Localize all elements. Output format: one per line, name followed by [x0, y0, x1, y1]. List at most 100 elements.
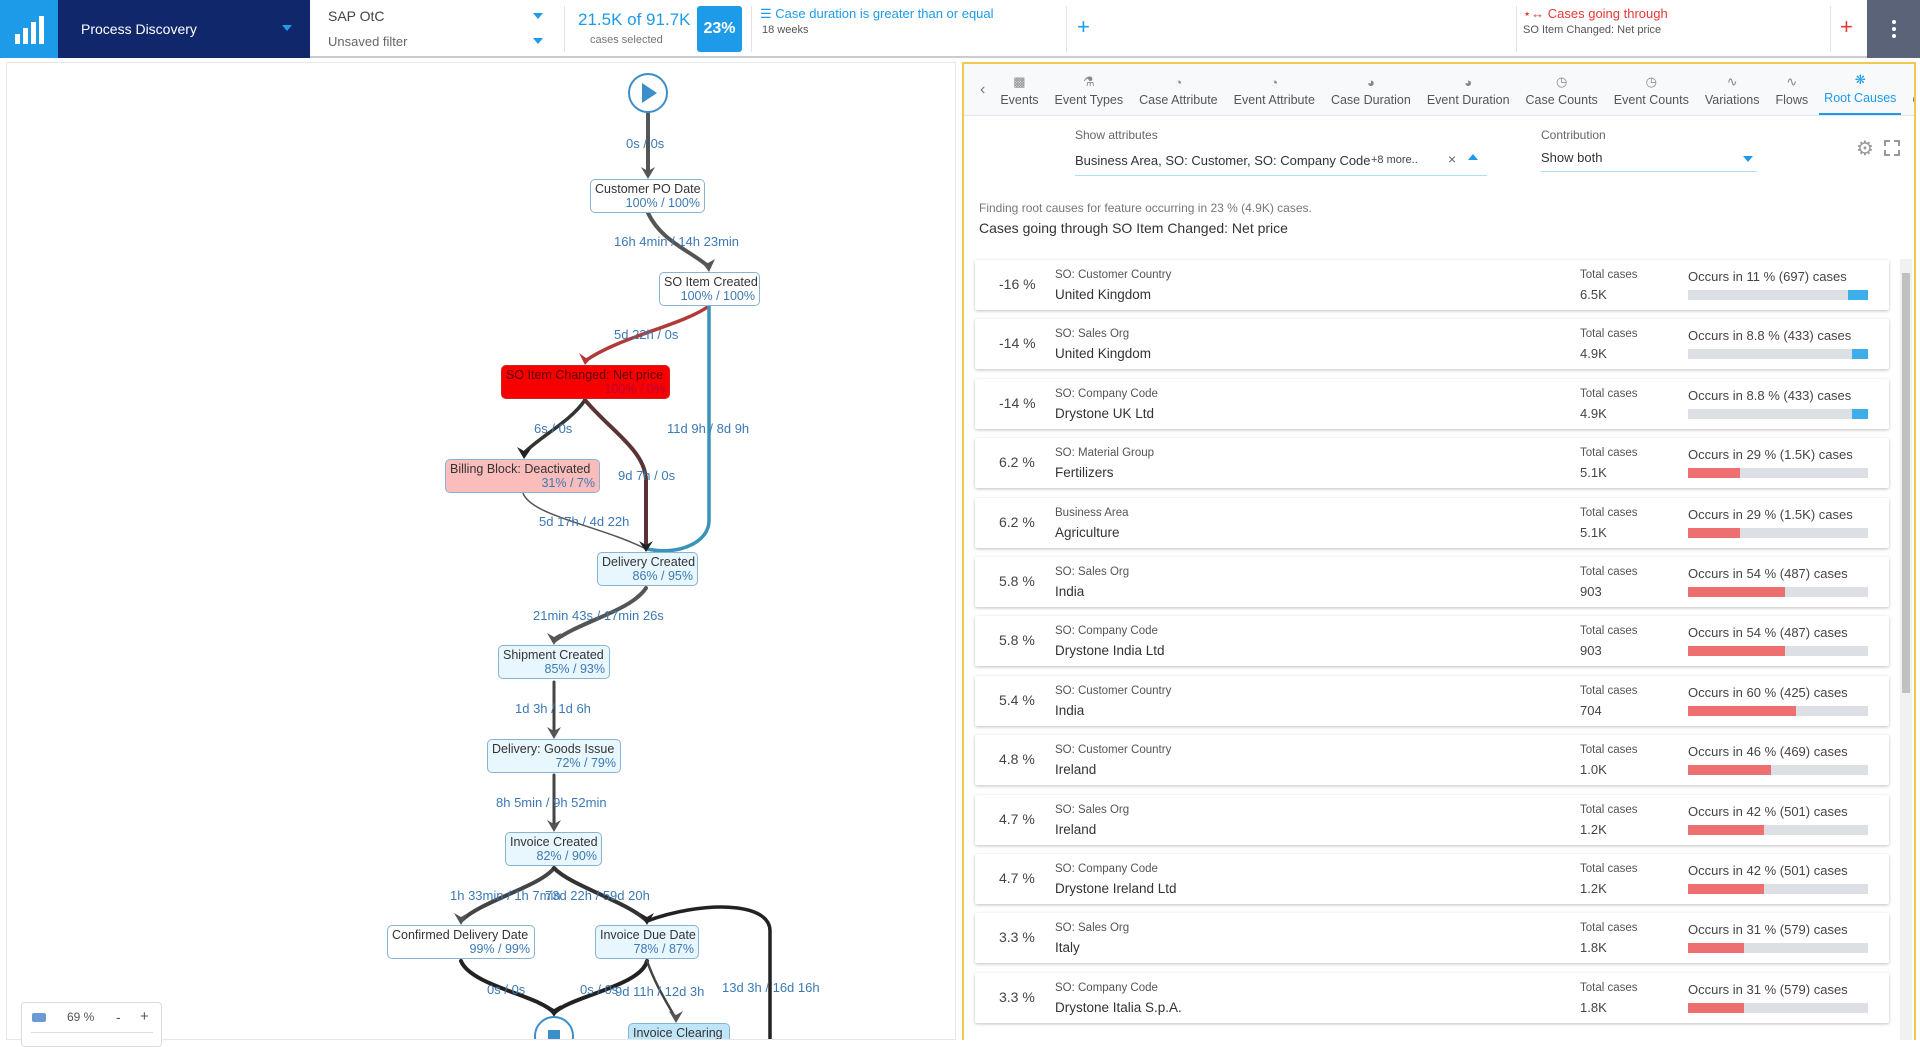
filter-selector[interactable]: Unsaved filter: [328, 34, 408, 49]
tab-event-types[interactable]: ⚗ Event Types: [1050, 64, 1129, 115]
occurrence-bar: [1688, 527, 1868, 538]
filter-chevron-icon[interactable]: [533, 38, 543, 44]
node-so-item-changed[interactable]: SO Item Changed: Net price 100% / 0%: [501, 365, 670, 399]
node-invoice-clearing[interactable]: Invoice Clearing: [628, 1023, 730, 1039]
root-cause-row[interactable]: 6.2 % SO: Material Group Fertilizers Tot…: [975, 438, 1889, 489]
filter-duration[interactable]: ☰ Case duration is greater than or equal: [760, 6, 994, 22]
edge-label: 5d 17h / 4d 22h: [539, 514, 629, 529]
attribute-value: United Kingdom: [1055, 287, 1152, 302]
fullscreen-icon[interactable]: [1884, 140, 1900, 156]
add-filter-red-button[interactable]: +: [1840, 14, 1853, 39]
contribution-percent: 5.8 %: [999, 632, 1035, 649]
node-confirmed-delivery-date[interactable]: Confirmed Delivery Date 99% / 99%: [387, 925, 535, 959]
tab-label: Clustering: [1912, 93, 1914, 107]
occurrence-bar: [1688, 349, 1868, 360]
node-so-item-created[interactable]: SO Item Created 100% / 100%: [659, 272, 760, 306]
attribute-value: Drystone India Ltd: [1055, 643, 1165, 659]
attribute-value: Italy: [1055, 940, 1080, 956]
occurrence-bar: [1688, 884, 1868, 894]
node-invoice-created[interactable]: Invoice Created 82% / 90%: [505, 832, 602, 866]
attributes-more[interactable]: +8 more..: [1371, 154, 1418, 166]
app-logo-icon[interactable]: [0, 0, 58, 58]
root-cause-row[interactable]: 3.3 % SO: Sales Org Italy Total cases 1.…: [975, 913, 1889, 964]
tab-variations[interactable]: ∿ Variations: [1700, 64, 1765, 115]
occurrence-bar-fill: [1848, 290, 1868, 300]
root-cause-row[interactable]: 4.7 % SO: Sales Org Ireland Total cases …: [975, 794, 1889, 845]
root-cause-row[interactable]: 5.4 % SO: Customer Country India Total c…: [975, 675, 1889, 726]
process-map-edges: 0s / 0s 16h 4min / 14h 23min 5d 22h / 0s…: [450, 73, 820, 1039]
root-cause-row[interactable]: -14 % SO: Company Code Drystone UK Ltd T…: [975, 378, 1889, 429]
root-cause-row[interactable]: 5.8 % SO: Sales Org India Total cases 90…: [975, 557, 1889, 607]
app-title: Process Discovery: [81, 21, 197, 37]
contribution-select[interactable]: Show both: [1541, 144, 1757, 172]
edge-label: 6s / 0s: [534, 421, 573, 436]
node-billing-block[interactable]: Billing Block: Deactivated 31% / 7%: [445, 459, 600, 493]
scrollbar-thumb[interactable]: [1902, 273, 1910, 693]
show-attributes-input[interactable]: Business Area, SO: Customer, SO: Company…: [1075, 146, 1487, 176]
clear-icon[interactable]: ×: [1448, 151, 1457, 167]
attribute-name: SO: Sales Org: [1055, 328, 1130, 341]
root-cause-row[interactable]: -14 % SO: Sales Org United Kingdom Total…: [975, 319, 1889, 370]
add-filter-button[interactable]: +: [1077, 14, 1090, 39]
occurrence-bar-fill: [1688, 468, 1741, 479]
gauge-icon: ◕: [1464, 75, 1473, 90]
root-cause-row[interactable]: 4.8 % SO: Customer Country Ireland Total…: [975, 735, 1889, 786]
edge-label: 9d 11h / 12d 3h: [615, 984, 704, 999]
chevron-left-icon[interactable]: ‹: [980, 80, 986, 98]
zoom-in-button[interactable]: +: [140, 1008, 149, 1025]
tab-case-attribute[interactable]: ◔ Case Attribute: [1134, 64, 1223, 115]
minimap-icon[interactable]: [32, 1013, 46, 1022]
edge-label: 11d 9h / 8d 9h: [667, 421, 749, 436]
node-delivery-created[interactable]: Delivery Created 86% / 95%: [597, 552, 698, 586]
total-cases-value: 5.1K: [1580, 524, 1607, 540]
total-cases-label: Total cases: [1580, 922, 1638, 935]
root-cause-row[interactable]: -16 % SO: Customer Country United Kingdo…: [975, 260, 1889, 310]
root-cause-row[interactable]: 5.8 % SO: Company Code Drystone India Lt…: [975, 616, 1889, 667]
tab-event-counts[interactable]: ◷ Event Counts: [1609, 64, 1694, 115]
top-bar: Process Discovery SAP OtC Unsaved filter…: [0, 0, 1920, 58]
dataset-selector[interactable]: SAP OtC: [328, 8, 385, 24]
tab-clustering[interactable]: ❋Clustering: [1907, 64, 1914, 115]
more-menu-icon[interactable]: [1867, 0, 1920, 58]
dataset-chevron-icon[interactable]: [533, 13, 543, 19]
arrowhead: [579, 353, 593, 365]
edge-label: 9d 7h / 0s: [618, 468, 676, 483]
total-cases-label: Total cases: [1580, 387, 1638, 400]
total-cases-value: 6.5K: [1580, 287, 1607, 302]
node-customer-po-date[interactable]: Customer PO Date 100% / 100%: [590, 179, 705, 213]
app-selector[interactable]: Process Discovery: [58, 0, 310, 58]
node-invoice-due-date[interactable]: Invoice Due Date 78% / 87%: [595, 925, 699, 959]
attribute-name: SO: Company Code: [1055, 863, 1158, 875]
tab-label: Event Duration: [1426, 93, 1510, 107]
tab-event-duration[interactable]: ◕ Event Duration: [1422, 64, 1515, 115]
process-map-canvas[interactable]: 0s / 0s 16h 4min / 14h 23min 5d 22h / 0s…: [6, 62, 956, 1040]
tab-case-counts[interactable]: ◷ Case Counts: [1521, 64, 1603, 115]
tab-flows[interactable]: ∿ Flows: [1771, 64, 1814, 115]
chevron-down-icon: [282, 25, 292, 31]
filter-cases-through[interactable]: ⋆↔ Cases going through: [1523, 6, 1668, 22]
attribute-value: Drystone Ireland Ltd: [1055, 881, 1177, 896]
occurs-text: Occurs in 54 % (487) cases: [1688, 625, 1848, 641]
tab-event-attribute[interactable]: ◔ Event Attribute: [1229, 64, 1320, 115]
root-cause-row[interactable]: 6.2 % Business Area Agriculture Total ca…: [975, 497, 1889, 548]
chevron-up-icon[interactable]: [1468, 154, 1478, 160]
occurrence-bar-fill: [1688, 527, 1741, 538]
tab-events[interactable]: ▩ Events: [995, 64, 1043, 115]
arrowhead: [701, 259, 715, 272]
tab-case-duration[interactable]: ◕ Case Duration: [1326, 64, 1416, 115]
attribute-value: Ireland: [1055, 762, 1097, 778]
total-cases-value: 903: [1580, 643, 1602, 659]
settings-gear-icon[interactable]: ⚙: [1856, 138, 1874, 160]
root-cause-row[interactable]: 4.7 % SO: Company Code Drystone Ireland …: [975, 854, 1889, 904]
zoom-out-button[interactable]: -: [116, 1009, 121, 1025]
total-cases-label: Total cases: [1580, 744, 1638, 757]
tab-label: Case Duration: [1330, 93, 1411, 107]
node-delivery-goods-issue[interactable]: Delivery: Goods Issue 72% / 79%: [487, 739, 621, 773]
root-cause-row[interactable]: 3.3 % SO: Company Code Drystone Italia S…: [975, 972, 1889, 1023]
arrowhead: [517, 447, 531, 459]
edge: [552, 866, 649, 923]
node-shipment-created[interactable]: Shipment Created 85% / 93%: [498, 645, 610, 679]
tab-label: Events: [1000, 93, 1039, 107]
tab-root-causes[interactable]: ❋ Root Causes: [1819, 64, 1902, 115]
scrollbar[interactable]: [1900, 259, 1912, 1040]
